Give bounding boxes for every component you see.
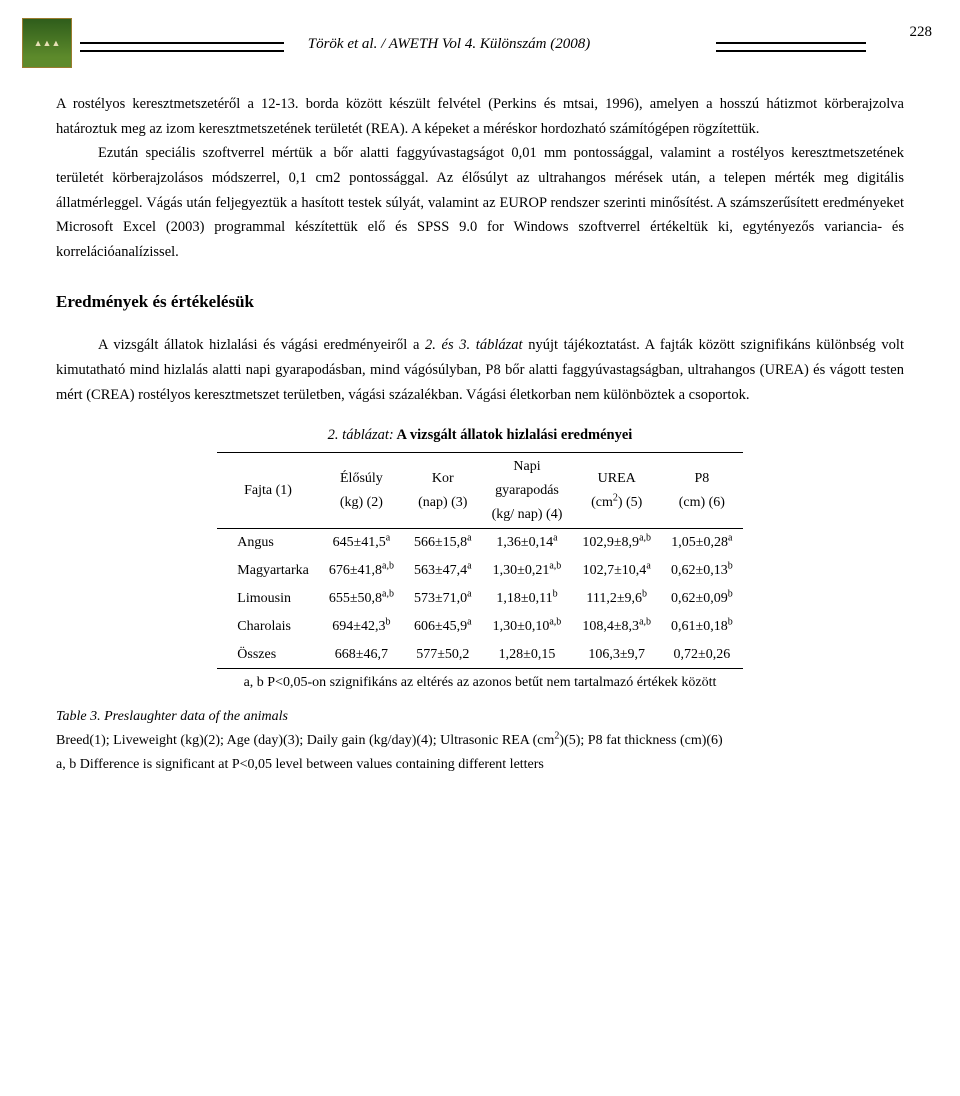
table2-caption: 2. táblázat: A vizsgált állatok hizlalás…: [56, 423, 904, 448]
row-value: 1,30±0,21a,b: [482, 557, 573, 585]
section-heading-results: Eredmények és értékelésük: [56, 288, 904, 317]
col-kor-l2: (nap) (3): [418, 495, 467, 510]
col-napi: Napi gyarapodás (kg/ nap) (4): [482, 452, 573, 528]
sig-letter: a: [467, 588, 471, 599]
paragraph-2: Ezután speciális szoftverrel mértük a bő…: [56, 141, 904, 264]
table3-note-body: Breed(1); Liveweight (kg)(2); Age (day)(…: [56, 729, 904, 777]
col-kor-l1: Kor: [432, 471, 454, 486]
row-value: 668±46,7: [319, 641, 404, 669]
col-urea-l2a: (cm: [591, 495, 613, 510]
row-fajta: Összes: [217, 641, 319, 669]
sig-letter: a: [553, 533, 557, 544]
row-value: 606±45,9a: [404, 613, 482, 641]
col-p8-l1: P8: [694, 471, 709, 486]
sig-letter: a: [467, 560, 471, 571]
page-number: 228: [910, 20, 933, 46]
row-fajta: Limousin: [217, 585, 319, 613]
sig-letter: a,b: [549, 616, 561, 627]
row-value: 566±15,8a: [404, 529, 482, 557]
sig-letter: a: [467, 533, 471, 544]
table2-caption-number: 2. táblázat:: [328, 427, 394, 443]
row-value: 1,05±0,28a: [661, 529, 743, 557]
sig-letter: a,b: [382, 588, 394, 599]
col-p8: P8 (cm) (6): [661, 452, 743, 528]
sig-letter: b: [728, 560, 733, 571]
col-urea: UREA (cm2) (5): [572, 452, 661, 528]
col-urea-l1: UREA: [598, 471, 636, 486]
table2-body: Angus645±41,5a566±15,8a1,36±0,14a102,9±8…: [217, 529, 742, 669]
sig-letter: a: [386, 533, 390, 544]
row-value: 1,30±0,10a,b: [482, 613, 573, 641]
sig-letter: a,b: [639, 616, 651, 627]
sig-letter: a,b: [639, 533, 651, 544]
header-rule-right: [716, 42, 866, 52]
row-value: 106,3±9,7: [572, 641, 661, 669]
row-value: 102,9±8,9a,b: [572, 529, 661, 557]
col-elosuly: Élősúly (kg) (2): [319, 452, 404, 528]
table2: Fajta (1) Élősúly (kg) (2) Kor (nap) (3)…: [217, 452, 742, 669]
row-fajta: Magyartarka: [217, 557, 319, 585]
tn-b: )(5); P8 fat thickness (cm)(6): [559, 733, 722, 748]
row-value: 1,36±0,14a: [482, 529, 573, 557]
p3-table-ref: 2. és 3. táblázat: [425, 337, 523, 353]
row-value: 563±47,4a: [404, 557, 482, 585]
sig-letter: a: [728, 533, 732, 544]
sig-letter: a: [467, 616, 471, 627]
col-elosuly-l2: (kg) (2): [340, 495, 383, 510]
sig-letter: a: [646, 560, 650, 571]
col-napi-l3: (kg/ nap) (4): [492, 507, 563, 522]
table-row: Magyartarka676±41,8a,b563±47,4a1,30±0,21…: [217, 557, 742, 585]
row-value: 108,4±8,3a,b: [572, 613, 661, 641]
row-value: 676±41,8a,b: [319, 557, 404, 585]
row-value: 0,61±0,18b: [661, 613, 743, 641]
table2-footnote: a, b P<0,05-on szignifikáns az eltérés a…: [56, 671, 904, 695]
row-value: 1,28±0,15: [482, 641, 573, 669]
table2-caption-title: A vizsgált állatok hizlalási eredményei: [394, 427, 633, 443]
row-value: 573±71,0a: [404, 585, 482, 613]
table-row: Charolais694±42,3b606±45,9a1,30±0,10a,b1…: [217, 613, 742, 641]
col-p8-l2: (cm) (6): [679, 495, 725, 510]
sig-letter: b: [553, 588, 558, 599]
row-value: 111,2±9,6b: [572, 585, 661, 613]
col-fajta: Fajta (1): [217, 452, 319, 528]
table3-note-title: Table 3. Preslaughter data of the animal…: [56, 705, 904, 729]
sig-letter: b: [728, 588, 733, 599]
paragraph-3: A vizsgált állatok hizlalási és vágási e…: [56, 333, 904, 407]
row-value: 0,62±0,13b: [661, 557, 743, 585]
row-value: 655±50,8a,b: [319, 585, 404, 613]
row-value: 0,62±0,09b: [661, 585, 743, 613]
row-value: 0,72±0,26: [661, 641, 743, 669]
col-napi-l1: Napi: [513, 459, 540, 474]
table-row: Limousin655±50,8a,b573±71,0a1,18±0,11b11…: [217, 585, 742, 613]
table-row: Angus645±41,5a566±15,8a1,36±0,14a102,9±8…: [217, 529, 742, 557]
col-elosuly-l1: Élősúly: [340, 471, 383, 486]
paragraph-1: A rostélyos keresztmetszetéről a 12-13. …: [56, 92, 904, 141]
sig-letter: a,b: [382, 560, 394, 571]
col-urea-l2b: ) (5): [618, 495, 643, 510]
row-fajta: Charolais: [217, 613, 319, 641]
row-fajta: Angus: [217, 529, 319, 557]
tn-a: Breed(1); Liveweight (kg)(2); Age (day)(…: [56, 733, 554, 748]
col-napi-l2: gyarapodás: [495, 483, 559, 498]
col-kor: Kor (nap) (3): [404, 452, 482, 528]
tn-c: a, b Difference is significant at P<0,05…: [56, 757, 544, 772]
row-value: 577±50,2: [404, 641, 482, 669]
sig-letter: b: [385, 616, 390, 627]
row-value: 694±42,3b: [319, 613, 404, 641]
sig-letter: b: [642, 588, 647, 599]
row-value: 102,7±10,4a: [572, 557, 661, 585]
sig-letter: a,b: [549, 560, 561, 571]
page-header: ▲▲▲ Török et al. / AWETH Vol 4. Különszá…: [56, 28, 904, 74]
p3-text-a: A vizsgált állatok hizlalási és vágási e…: [98, 337, 425, 353]
table-row: Összes668±46,7577±50,21,28±0,15106,3±9,7…: [217, 641, 742, 669]
row-value: 1,18±0,11b: [482, 585, 573, 613]
row-value: 645±41,5a: [319, 529, 404, 557]
sig-letter: b: [728, 616, 733, 627]
